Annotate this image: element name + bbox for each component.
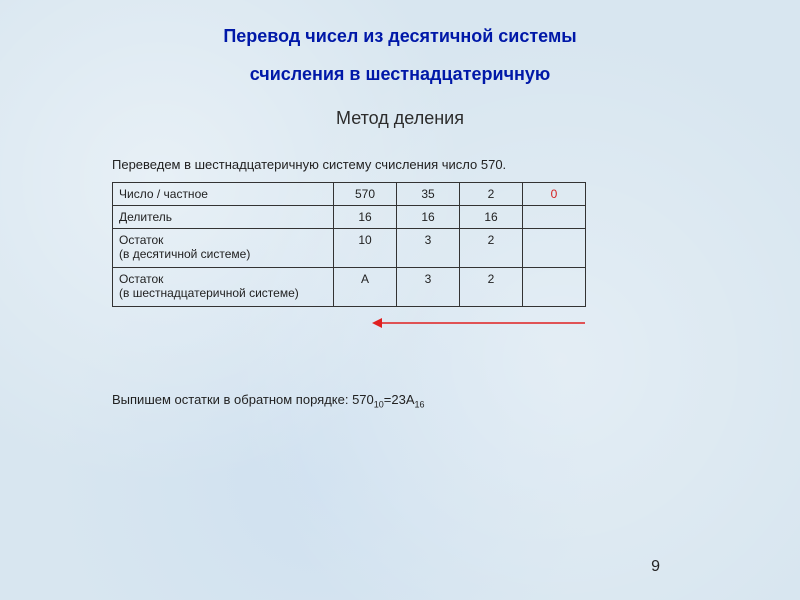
table-cell: 3	[397, 228, 460, 267]
table-cell: 2	[460, 267, 523, 306]
table-row: Делитель 16 16 16	[113, 205, 586, 228]
table-cell: 16	[397, 205, 460, 228]
table-cell-highlight: 0	[523, 182, 586, 205]
title-line-2: счисления в шестнадцатеричную	[250, 64, 551, 84]
direction-arrow	[370, 315, 800, 336]
table-cell: 35	[397, 182, 460, 205]
title-line-1: Перевод чисел из десятичной системы	[223, 26, 576, 46]
conversion-table: Число / частное 570 35 2 0 Делитель 16 1…	[112, 182, 586, 307]
table-cell	[523, 205, 586, 228]
table-row: Остаток (в десятичной системе) 10 3 2	[113, 228, 586, 267]
table-cell: 3	[397, 267, 460, 306]
row-label: Остаток (в шестнадцатеричной системе)	[113, 267, 334, 306]
page-number: 9	[651, 558, 660, 576]
arrow-left-icon	[370, 315, 590, 331]
table-cell: 2	[460, 228, 523, 267]
table-cell	[523, 267, 586, 306]
subtitle: Метод деления	[0, 108, 800, 129]
table-cell: 16	[460, 205, 523, 228]
table-row: Остаток (в шестнадцатеричной системе) A …	[113, 267, 586, 306]
table-cell: 570	[334, 182, 397, 205]
table-cell: A	[334, 267, 397, 306]
table-cell	[523, 228, 586, 267]
row-label: Делитель	[113, 205, 334, 228]
table-row: Число / частное 570 35 2 0	[113, 182, 586, 205]
page-title: Перевод чисел из десятичной системы счис…	[0, 0, 800, 94]
table-cell: 10	[334, 228, 397, 267]
intro-text: Переведем в шестнадцатеричную систему сч…	[112, 157, 800, 172]
table-cell: 16	[334, 205, 397, 228]
conclusion-text: Выпишем остатки в обратном порядке: 5701…	[112, 392, 800, 410]
row-label: Число / частное	[113, 182, 334, 205]
row-label: Остаток (в десятичной системе)	[113, 228, 334, 267]
table-cell: 2	[460, 182, 523, 205]
